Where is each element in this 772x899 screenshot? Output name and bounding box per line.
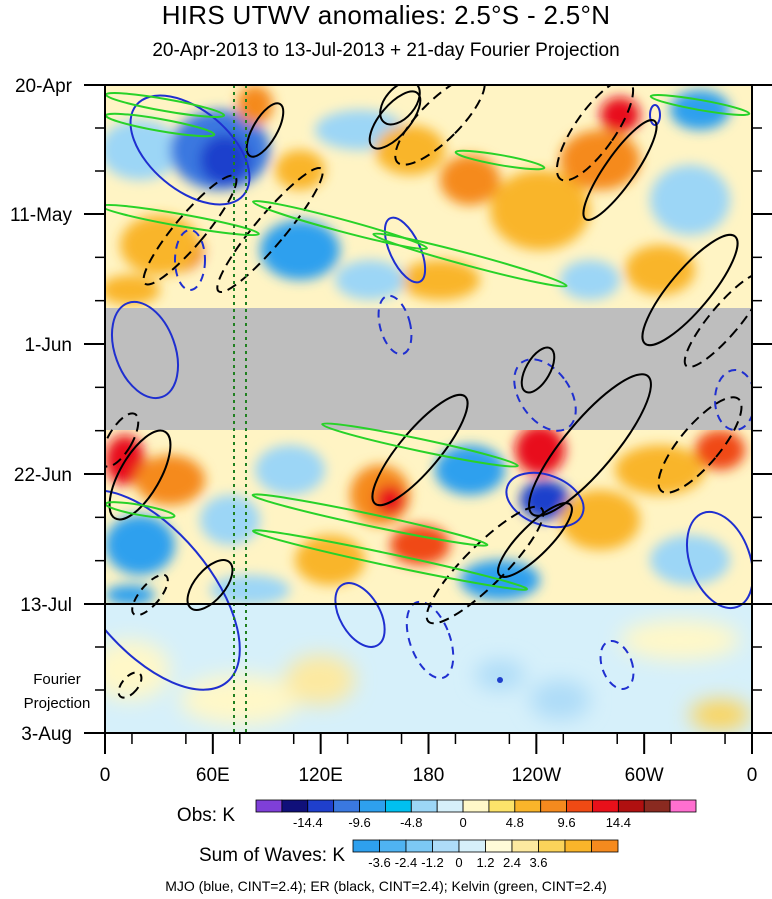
x-tick-label: 120E: [298, 765, 342, 786]
obs-legend-swatch: [669, 799, 697, 813]
waves-legend-tick-label: 0: [455, 855, 462, 870]
waves-legend-tick-label: 1.2: [476, 855, 494, 870]
projection-label-line-2: Projection: [24, 695, 91, 712]
waves-legend-tick-label: -1.2: [421, 855, 443, 870]
waves-legend-swatch: [485, 839, 513, 853]
y-tick-label: 20-Apr: [15, 76, 73, 97]
obs-legend-swatch: [566, 799, 593, 813]
y-tick-label: 3-Aug: [21, 724, 72, 745]
y-tick-label: 22-Jun: [14, 465, 72, 486]
obs-legend-label: Obs: K: [177, 805, 235, 826]
x-tick-label: 0: [747, 765, 758, 786]
obs-legend-tick-label: -14.4: [293, 815, 323, 830]
obs-legend-swatch: [385, 799, 412, 813]
obs-legend-swatch: [514, 799, 542, 813]
obs-legend-swatch: [540, 799, 567, 813]
obs-legend-tick-label: 14.4: [606, 815, 631, 830]
waves-legend-tick-label: 2.4: [503, 855, 521, 870]
waves-legend-tick-label: -2.4: [395, 855, 417, 870]
waves-legend-swatch: [458, 839, 486, 853]
obs-legend-swatch: [307, 799, 335, 813]
waves-legend-tick-label: 3.6: [529, 855, 547, 870]
y-tick-label: 11-May: [10, 205, 72, 226]
obs-legend-tick-label: -9.6: [348, 815, 370, 830]
waves-legend-swatch: [379, 839, 407, 853]
projection-label: Fourier Projection: [24, 671, 91, 712]
waves-legend-tick-label: -3.6: [368, 855, 390, 870]
plot-area: [105, 85, 752, 733]
x-tick-label: 180: [413, 765, 445, 786]
obs-legend-swatch: [281, 799, 309, 813]
obs-legend-swatch: [255, 799, 283, 813]
footnote: MJO (blue, CINT=2.4); ER (black, CINT=2.…: [165, 878, 607, 894]
waves-legend-swatch: [564, 839, 592, 853]
projection-field: [105, 620, 750, 730]
obs-legend-swatch: [410, 799, 438, 813]
obs-legend-swatch: [436, 799, 464, 813]
obs-legend-tick-label: -4.8: [400, 815, 422, 830]
obs-legend-swatch: [333, 799, 360, 813]
chart-subtitle: 20-Apr-2013 to 13-Jul-2013 + 21-day Four…: [152, 40, 620, 61]
x-axis: 0 60E 120E 180 120W 60W 0: [100, 733, 758, 786]
obs-legend-colorbar: -14.4 -9.6 -4.8 0 4.8 9.6 14.4: [255, 799, 697, 830]
x-tick-label: 0: [100, 765, 111, 786]
y-axis: 20-Apr 11-May 1-Jun 22-Jun 13-Jul 3-Aug: [10, 76, 772, 745]
obs-legend-tick-label: 4.8: [506, 815, 524, 830]
waves-legend-label: Sum of Waves: K: [199, 845, 345, 866]
obs-legend-swatch: [488, 799, 516, 813]
waves-legend-swatch: [352, 839, 380, 853]
obs-legend-swatch: [643, 799, 671, 813]
obs-legend-swatch: [592, 799, 619, 813]
x-tick-label: 120W: [512, 765, 562, 786]
obs-legend-tick-label: 0: [459, 815, 466, 830]
y-tick-label: 13-Jul: [20, 595, 72, 616]
waves-legend-swatch: [591, 839, 619, 853]
x-tick-label: 60E: [196, 765, 230, 786]
waves-legend-swatch: [538, 839, 566, 853]
x-tick-label: 60W: [625, 765, 664, 786]
obs-legend-swatch: [359, 799, 386, 813]
obs-legend-swatch: [617, 799, 645, 813]
chart-title: HIRS UTWV anomalies: 2.5°S - 2.5°N: [161, 0, 611, 30]
y-tick-label: 1-Jun: [24, 335, 72, 356]
waves-legend-swatch: [405, 839, 433, 853]
projection-min-marker: [497, 677, 503, 683]
waves-legend-swatch: [511, 839, 539, 853]
waves-legend-colorbar: -3.6 -2.4 -1.2 0 1.2 2.4 3.6: [352, 839, 619, 870]
obs-legend-swatch: [462, 799, 490, 813]
projection-label-line-1: Fourier: [33, 671, 81, 688]
mjo-phase-lines: [233, 85, 247, 733]
waves-legend-swatch: [432, 839, 460, 853]
obs-legend-tick-label: 9.6: [558, 815, 576, 830]
